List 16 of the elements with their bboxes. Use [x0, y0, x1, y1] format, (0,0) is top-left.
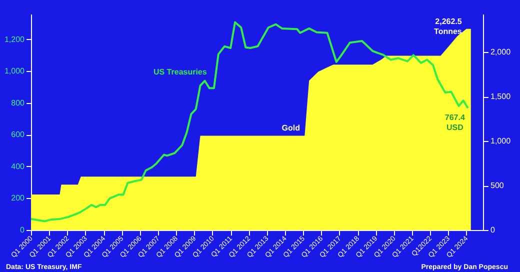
data-label: 767.4 USD	[444, 113, 466, 132]
y2-tick-label: 1,000	[490, 136, 512, 146]
data-label: 2,262.5 Tonnes	[434, 16, 462, 36]
y2-tick-label: 2,000	[490, 48, 512, 57]
y2-tick-label: 1,500	[490, 92, 512, 102]
y-tick-label: 800	[11, 98, 26, 108]
y2-tick-label: 500	[490, 181, 504, 190]
y-tick-label: 1,200	[4, 34, 26, 44]
y-tick-label: 1,000	[4, 66, 26, 76]
series-label: Gold	[282, 123, 300, 132]
y-tick-label: 600	[11, 130, 26, 140]
y-tick-label: 400	[11, 162, 26, 171]
y2-tick-label: 0	[490, 226, 496, 234]
series-label: US Treasuries	[153, 67, 208, 76]
y-tick-label: 200	[11, 194, 26, 203]
y-tick-label: 0	[20, 226, 26, 234]
